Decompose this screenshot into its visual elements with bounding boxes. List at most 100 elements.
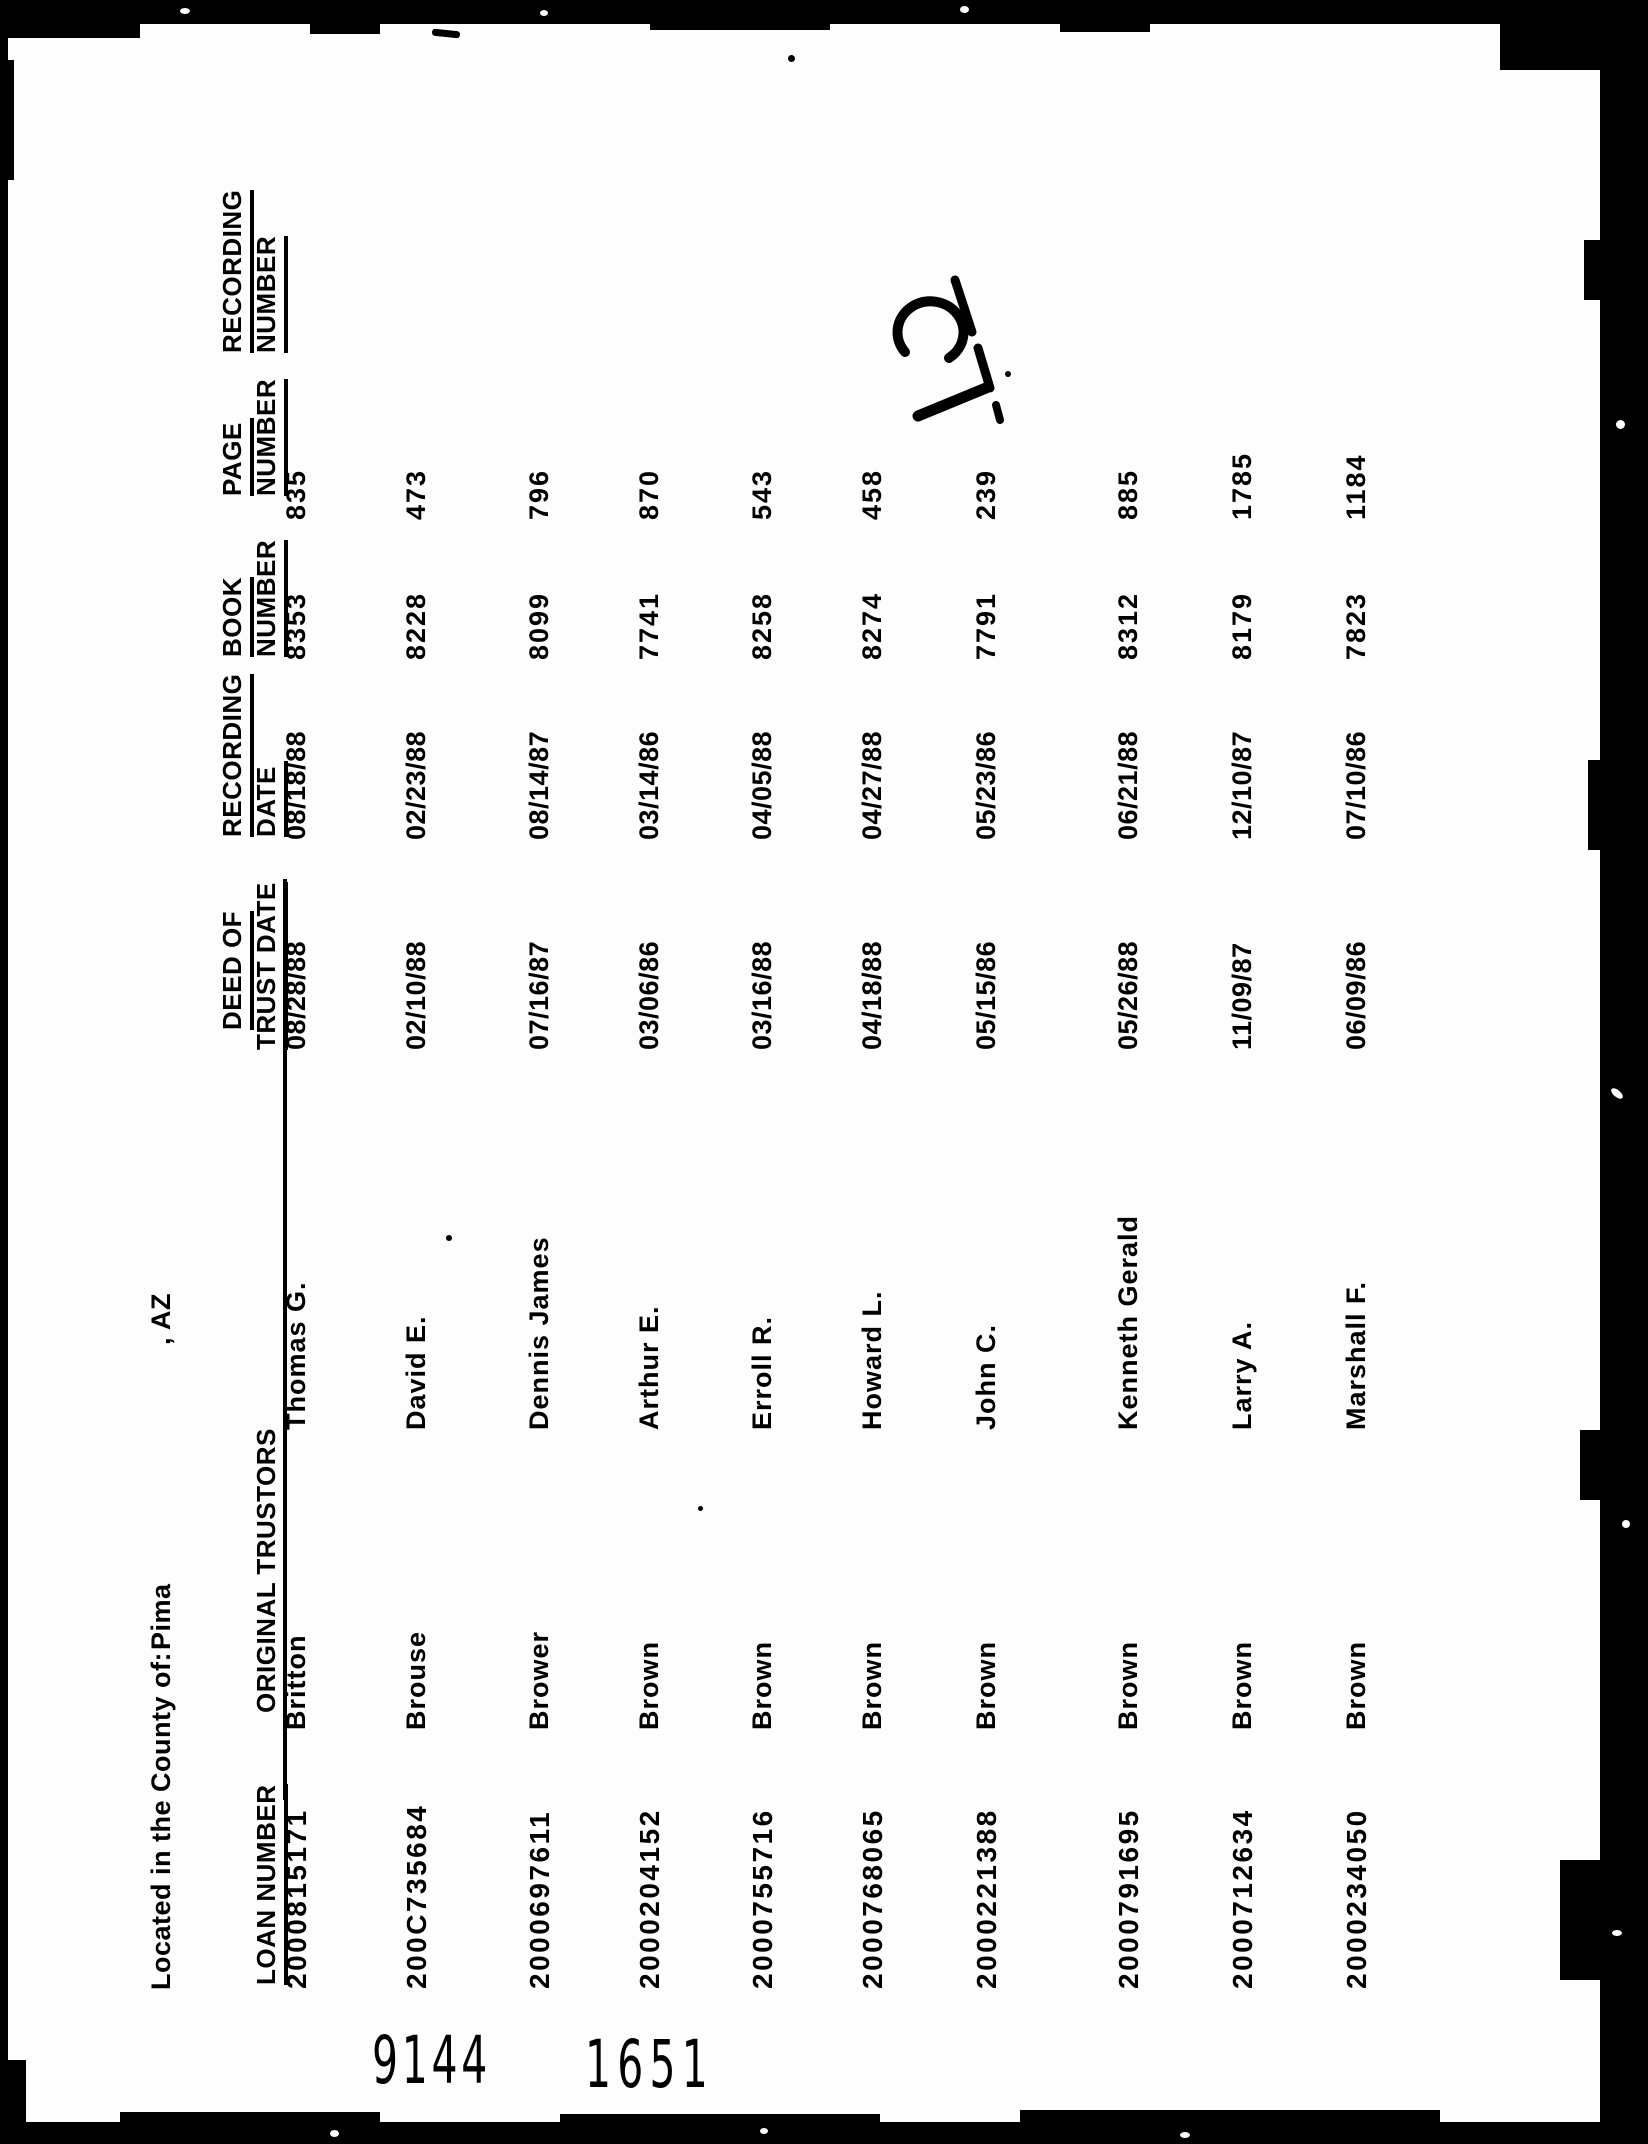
recording-date: 03/14/86	[634, 730, 664, 840]
stamp-number-left: 9144	[372, 2022, 492, 2099]
trustor-first-name: John C.	[971, 1324, 1001, 1430]
trustor-first-name: Erroll R.	[747, 1315, 777, 1430]
table-row: 2000815171 Britton Thomas G. 08/28/88 08…	[281, 0, 315, 2144]
stamp-number-right: 1651	[585, 2026, 714, 2103]
trustor-first-name: Dennis James	[524, 1236, 554, 1430]
header-recording-date-line1: RECORDING	[217, 673, 254, 837]
page-number: 796	[524, 468, 554, 520]
scan-border-blob	[1020, 2110, 1440, 2126]
scan-border-blob	[0, 60, 14, 180]
deed-of-trust-date: 06/09/86	[1341, 940, 1371, 1050]
deed-of-trust-date: 07/16/87	[524, 940, 554, 1050]
page-number: 885	[1113, 468, 1143, 520]
scan-border-blob	[310, 20, 380, 34]
loan-number-cell: 2000755716	[747, 1808, 778, 1989]
page-number: 543	[747, 468, 777, 520]
page-number: 473	[401, 468, 431, 520]
scan-border-blob	[0, 0, 140, 38]
book-number: 7791	[971, 591, 1001, 660]
book-number: 8258	[747, 591, 777, 660]
scan-noise	[1622, 1520, 1630, 1528]
scan-noise	[330, 2130, 339, 2137]
book-number: 8353	[281, 591, 311, 660]
trustor-first-name: Arthur E.	[634, 1305, 664, 1430]
trustor-first-name: David E.	[401, 1315, 431, 1430]
loan-number-cell: 2000221388	[971, 1808, 1002, 1989]
scan-border-blob	[1560, 1860, 1602, 1980]
recording-date: 12/10/87	[1227, 730, 1257, 840]
book-number: 7823	[1341, 591, 1371, 660]
header-page-line1: PAGE	[217, 418, 254, 496]
book-number: 8099	[524, 591, 554, 660]
deed-of-trust-date: 02/10/88	[401, 940, 431, 1050]
table-row: 2000204152 Brown Arthur E. 03/06/86 03/1…	[634, 0, 668, 2144]
loan-number-cell: 2000204152	[634, 1808, 665, 1989]
table-row: 2000697611 Brower Dennis James 07/16/87 …	[524, 0, 558, 2144]
trustor-first-name: Marshall F.	[1341, 1280, 1371, 1430]
scan-noise	[960, 6, 969, 13]
deed-of-trust-date: 11/09/87	[1227, 942, 1257, 1050]
table-row: 2000234050 Brown Marshall F. 06/09/86 07…	[1341, 0, 1375, 2144]
page-number: 458	[857, 468, 887, 520]
scan-noise	[540, 10, 548, 16]
header-original-trustors: ORIGINAL TRUSTORS	[251, 1428, 281, 1713]
stray-dot	[446, 1235, 452, 1241]
stray-dot	[788, 55, 795, 62]
recording-date: 02/23/88	[401, 730, 431, 840]
recording-date: 06/21/88	[1113, 730, 1143, 840]
scan-border-blob	[650, 20, 830, 30]
trustor-last-name: Brown	[634, 1641, 664, 1730]
table-row: 2000791695 Brown Kenneth Gerald 05/26/88…	[1113, 0, 1147, 2144]
header-recording-number-line1: RECORDING	[217, 189, 254, 353]
recording-date: 05/23/86	[971, 730, 1001, 840]
trustor-last-name: Brown	[1341, 1641, 1371, 1730]
scan-border-blob	[1060, 18, 1150, 32]
scan-border-blob	[1580, 1430, 1602, 1500]
recording-date: 08/14/87	[524, 730, 554, 840]
loan-number-cell: 2000768065	[857, 1808, 888, 1989]
scan-noise	[1616, 420, 1625, 429]
trustor-first-name: Howard L.	[857, 1290, 887, 1430]
page-number: 835	[281, 468, 311, 520]
loan-number-cell: 2000712634	[1227, 1808, 1258, 1989]
deed-of-trust-date: 08/28/88	[281, 940, 311, 1050]
handwritten-page-number	[892, 275, 1004, 424]
scan-border-right	[1600, 0, 1648, 2144]
scan-noise	[760, 2128, 768, 2134]
page-number: 870	[634, 468, 664, 520]
recording-date: 07/10/86	[1341, 730, 1371, 840]
trustor-last-name: Brown	[747, 1641, 777, 1730]
stray-dot	[698, 1506, 703, 1511]
recording-date: 08/18/88	[281, 730, 311, 840]
trustor-first-name: Larry A.	[1227, 1320, 1257, 1430]
scan-border-blob	[120, 2112, 380, 2126]
page-number: 1184	[1341, 453, 1371, 520]
deed-of-trust-date: 04/18/88	[857, 940, 887, 1050]
table-row: 2000755716 Brown Erroll R. 03/16/88 04/0…	[747, 0, 781, 2144]
table-row: 200C735684 Brouse David E. 02/10/88 02/2…	[401, 0, 435, 2144]
header-deed-line1: DEED OF	[217, 910, 254, 1030]
trustor-first-name: Thomas G.	[281, 1281, 311, 1430]
state-suffix: , AZ	[146, 1293, 176, 1345]
recording-date: 04/05/88	[747, 730, 777, 840]
trustor-last-name: Brown	[857, 1641, 887, 1730]
trustor-first-name: Kenneth Gerald	[1113, 1214, 1143, 1430]
trustor-last-name: Brown	[971, 1641, 1001, 1730]
trustor-last-name: Brown	[1113, 1641, 1143, 1730]
deed-of-trust-date: 05/26/88	[1113, 940, 1143, 1050]
trustor-last-name: Brouse	[401, 1630, 431, 1730]
book-number: 8179	[1227, 591, 1257, 660]
scan-noise	[1180, 2132, 1190, 2138]
book-number: 8312	[1113, 591, 1143, 660]
scan-border-blob	[560, 2114, 880, 2126]
trustor-last-name: Britton	[281, 1634, 311, 1730]
scan-border-blob	[1584, 240, 1602, 300]
loan-number-cell: 2000234050	[1341, 1808, 1372, 1989]
book-number: 8274	[857, 591, 887, 660]
page-number: 239	[971, 468, 1001, 520]
county-label: Located in the County of:	[146, 1652, 176, 1990]
loan-number-cell: 2000697611	[524, 1809, 555, 1989]
trustor-last-name: Brown	[1227, 1641, 1257, 1730]
